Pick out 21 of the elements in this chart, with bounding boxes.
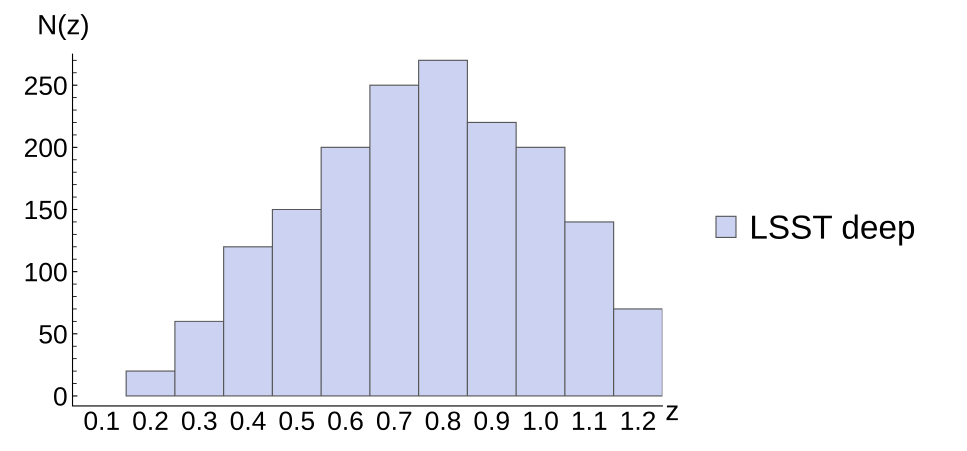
y-tick-label: 200 [24,138,67,158]
x-tick-label: 0.5 [279,411,314,430]
y-tick-label: 250 [24,76,67,96]
x-tick-label: 0.4 [230,411,266,430]
y-tick-label: 150 [26,200,67,220]
y-tick-label: 0 [54,387,67,406]
x-tick-label: 1.0 [524,411,558,430]
x-tick-label: 0.1 [84,411,119,430]
y-tick-label: 100 [26,262,67,282]
x-axis-title: z [666,405,678,420]
x-tick-label: 1.1 [572,412,606,430]
x-tick-label: 0.8 [426,411,460,430]
x-tick-label: 0.3 [182,411,216,430]
x-tick-label: 0.6 [328,411,363,430]
x-tick-label: 0.2 [133,411,168,430]
y-tick-label: 50 [39,324,67,344]
x-tick-label: 0.9 [474,411,509,430]
y-axis-title: N(z) [39,14,88,40]
legend-label: LSST deep [752,214,914,246]
x-tick-label: 1.2 [622,411,656,430]
x-tick-label: 0.7 [376,411,412,430]
